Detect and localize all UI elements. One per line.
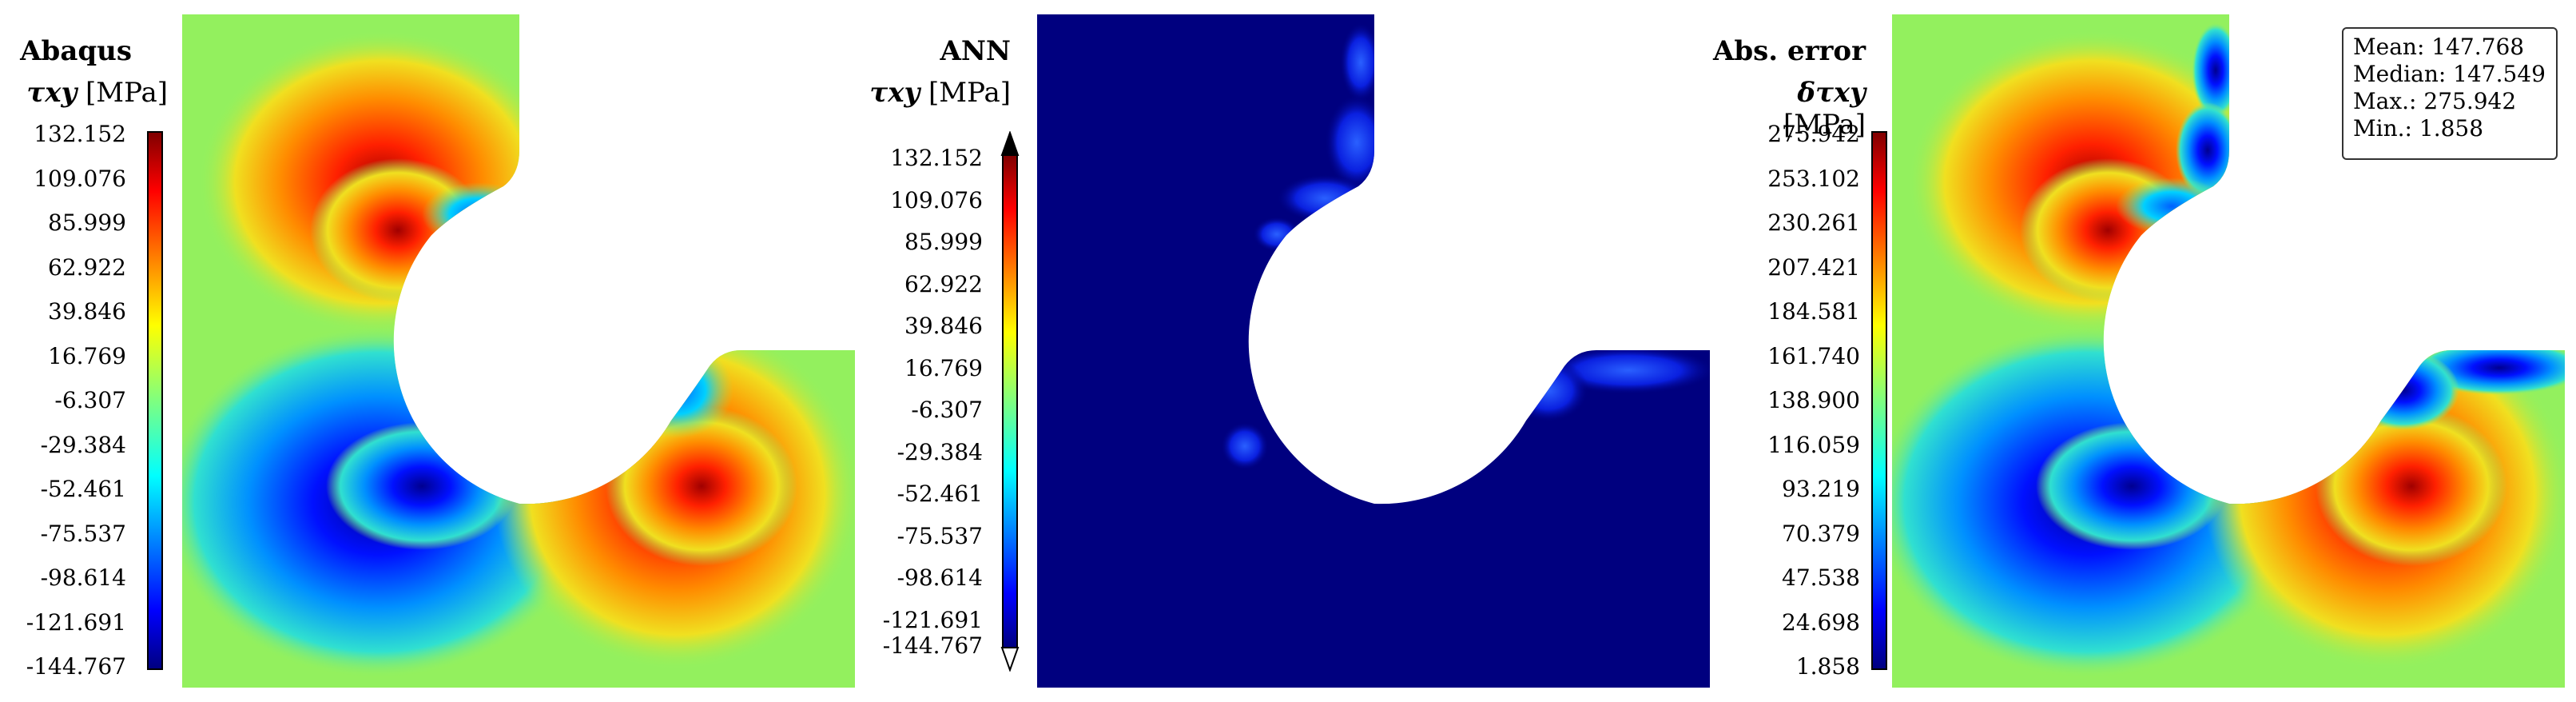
panel-abs-error: Abs. error δτxy [MPa] 275.942 253.102 23… [1710, 0, 2576, 702]
colorbar [1871, 131, 1887, 670]
colorbar-tick: 207.421 [1767, 253, 1860, 281]
colorbar-tick: 62.922 [48, 253, 126, 281]
colorbar [1000, 131, 1020, 672]
unit-label: [MPa] [928, 77, 1011, 109]
colorbar-tick: 109.076 [34, 165, 126, 192]
colorbar-tick: -144.767 [882, 632, 983, 659]
colorbar-tick: 116.059 [1767, 431, 1860, 458]
colorbar-tick: -52.461 [40, 476, 126, 502]
colorbar [147, 131, 163, 670]
colorbar-ticks: 275.942 253.102 230.261 207.421 184.581 … [1710, 0, 1860, 702]
colorbar-tick: 24.698 [1782, 608, 1860, 636]
colorbar-tick: 184.581 [1767, 298, 1860, 325]
colorbar-tick: 109.076 [890, 186, 983, 213]
colorbar-tick: 132.152 [34, 121, 126, 147]
colorbar-tick: 93.219 [1782, 476, 1860, 502]
colorbar-tick: 253.102 [1767, 165, 1860, 192]
colorbar-tick: -121.691 [882, 606, 983, 633]
panel-ann: ANN τxy [MPa] 132.152 109.076 85.999 62.… [863, 0, 1710, 702]
colorbar-tick: 161.740 [1767, 342, 1860, 369]
stats-mean: Mean: 147.768 [2353, 34, 2525, 60]
panel-quantity-label: δτxy [MPa] [1710, 77, 1866, 141]
quantity-symbol: δτxy [1797, 77, 1866, 109]
panel-title: Abaqus [20, 35, 132, 67]
stats-median: Median: 147.549 [2353, 61, 2546, 87]
colorbar-tick: 70.379 [1782, 520, 1860, 547]
panel-title: ANN [940, 35, 1011, 67]
panel-quantity-label: τxy [MPa] [0, 77, 168, 109]
colorbar-tick: -75.537 [896, 522, 983, 549]
colorbar-tick: 16.769 [904, 354, 983, 381]
panel-abaqus: Abaqus τxy [MPa] 132.152 109.076 85.999 … [0, 0, 863, 702]
colorbar-tick: 85.999 [48, 209, 126, 236]
colorbar-tick: 132.152 [890, 145, 983, 171]
colorbar-tick: 85.999 [904, 229, 983, 255]
colorbar-tick: 1.858 [1795, 653, 1860, 680]
quantity-symbol: τxy [26, 77, 78, 109]
stats-max: Max.: 275.942 [2353, 88, 2517, 114]
colorbar-tick: 138.900 [1767, 387, 1860, 413]
unit-label: [MPa] [1783, 109, 1866, 141]
panel-quantity-label: τxy [MPa] [863, 77, 1011, 109]
contour-plot [1037, 14, 1710, 688]
colorbar-tick: -75.537 [40, 520, 126, 547]
colorbar-tick: -52.461 [896, 481, 983, 507]
colorbar-tick: -98.614 [896, 564, 983, 591]
stats-min: Min.: 1.858 [2353, 115, 2484, 142]
colorbar-tick: -29.384 [896, 438, 983, 465]
colorbar-tick: 16.769 [48, 342, 126, 369]
colorbar-tick: -6.307 [54, 387, 126, 413]
colorbar-ticks: 132.152 109.076 85.999 62.922 39.846 16.… [863, 0, 983, 702]
colorbar-tick: 230.261 [1767, 209, 1860, 236]
quantity-symbol: τxy [869, 77, 920, 109]
unit-label: [MPa] [85, 77, 168, 109]
colorbar-tick: -98.614 [40, 564, 126, 591]
colorbar-tick: -29.384 [40, 431, 126, 458]
colorbar-tick: -121.691 [26, 608, 126, 636]
colorbar-ticks: 132.152 109.076 85.999 62.922 39.846 16.… [0, 0, 126, 702]
colorbar-tick: 47.538 [1782, 564, 1860, 591]
colorbar-tick: 62.922 [904, 270, 983, 297]
colorbar-tick: -6.307 [911, 397, 983, 423]
colorbar-tick: -144.767 [26, 653, 126, 680]
colorbar-tick: 39.846 [48, 298, 126, 325]
panel-title: Abs. error [1712, 35, 1866, 67]
contour-plot [182, 14, 855, 688]
colorbar-tick: 39.846 [904, 313, 983, 339]
colorbar-tick: 275.942 [1767, 121, 1860, 147]
stats-legend-box: Mean: 147.768 Median: 147.549 Max.: 275.… [2342, 27, 2558, 160]
